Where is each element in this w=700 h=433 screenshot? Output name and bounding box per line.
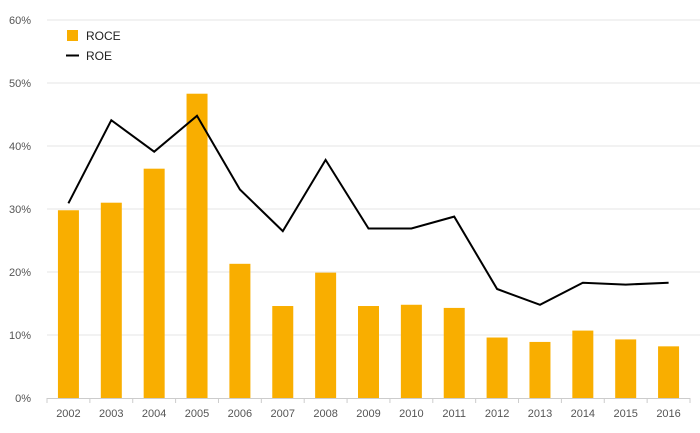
x-tick-label: 2006 — [228, 408, 252, 420]
roe-line-path — [67, 114, 669, 306]
roce-bars — [57, 93, 680, 399]
x-tick-label: 2004 — [142, 408, 166, 420]
roce-bar — [358, 306, 379, 398]
x-tick-label: 2008 — [313, 408, 337, 420]
x-tick-label: 2003 — [99, 408, 123, 420]
legend-item-roce: ROCE — [67, 29, 121, 43]
roce-bar — [315, 272, 337, 398]
y-tick-label: 20% — [9, 267, 31, 279]
legend-swatch-roce — [67, 30, 78, 41]
roce-bar — [400, 304, 422, 398]
roce-bar — [572, 330, 594, 398]
x-tick-label: 2009 — [356, 408, 380, 420]
x-tick-label: 2015 — [613, 408, 637, 420]
roce-bar — [272, 306, 294, 398]
x-tick-label: 2012 — [485, 408, 509, 420]
roce-bar — [443, 307, 465, 398]
x-tick-label: 2014 — [571, 408, 595, 420]
roce-bar — [529, 341, 551, 398]
y-tick-label: 50% — [9, 78, 31, 90]
y-tick-label: 10% — [9, 330, 31, 342]
x-axis: 2002 2003 2004 2005 2006 2007 2008 2009 2010 2011… — [46, 398, 691, 420]
y-tick-label: 60% — [9, 15, 31, 27]
roce-bar — [57, 210, 79, 398]
x-tick-label: 2016 — [656, 408, 680, 420]
x-tick-label: 2005 — [185, 408, 209, 420]
x-tick-label: 2013 — [528, 408, 552, 420]
x-tick-label: 2007 — [271, 408, 295, 420]
x-tick-label: 2002 — [56, 408, 80, 420]
legend-label-roce: ROCE — [86, 29, 121, 43]
x-tick-label: 2011 — [442, 408, 466, 420]
roce-bar — [486, 337, 508, 398]
roce-bar — [143, 168, 165, 398]
roce-bar — [229, 263, 251, 398]
roe-line — [67, 114, 669, 306]
y-axis-ticks: 0% 10% 20% 30% 40% 50% 60% — [9, 15, 31, 405]
legend-item-roe: ROE — [66, 49, 112, 63]
legend: ROCE ROE — [66, 29, 121, 63]
roce-bar — [615, 339, 637, 398]
y-tick-label: 30% — [9, 204, 31, 216]
roce-bar — [186, 93, 208, 399]
y-tick-label: 0% — [15, 393, 31, 405]
x-tick-label: 2010 — [399, 408, 423, 420]
y-tick-label: 40% — [9, 141, 31, 153]
legend-label-roe: ROE — [86, 49, 112, 63]
roce-bar — [100, 202, 122, 398]
roce-bar — [658, 346, 680, 398]
